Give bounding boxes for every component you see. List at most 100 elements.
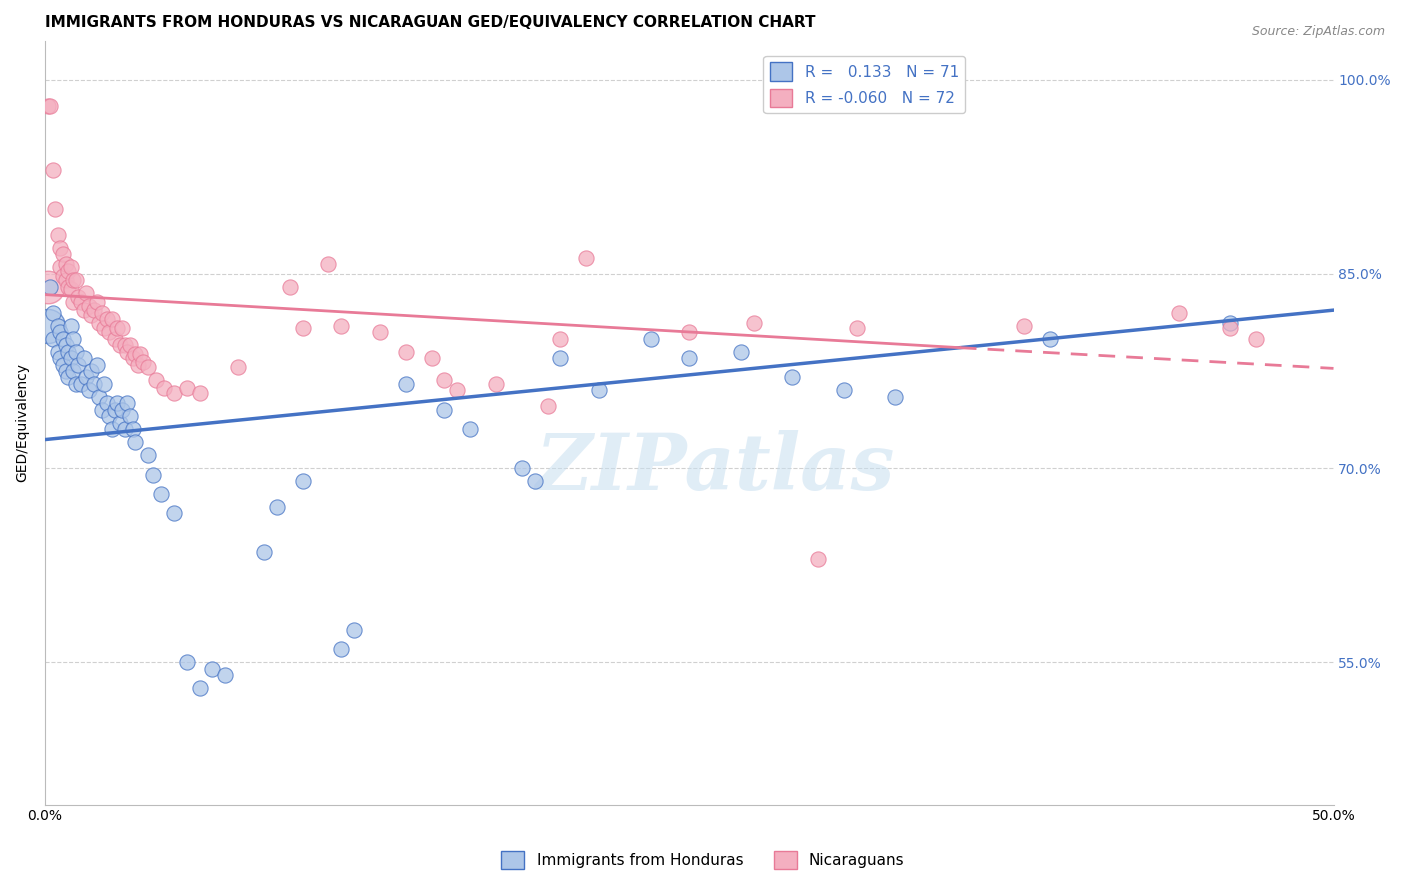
- Point: [433, 402, 456, 417]
- Point: [420, 351, 443, 365]
- Point: [114, 422, 136, 436]
- Point: [90, 402, 112, 417]
- Point: [458, 422, 481, 436]
- Point: [62, 273, 84, 287]
- Point: [52, 269, 75, 284]
- Point: [93, 376, 115, 391]
- Point: [807, 551, 830, 566]
- Point: [70, 376, 93, 391]
- Point: [523, 474, 546, 488]
- Point: [118, 409, 141, 424]
- Point: [103, 402, 125, 417]
- Point: [101, 312, 124, 326]
- Point: [44, 202, 66, 216]
- Point: [52, 332, 75, 346]
- Text: ZIPatlas: ZIPatlas: [536, 430, 894, 507]
- Point: [124, 347, 146, 361]
- Point: [1167, 306, 1189, 320]
- Point: [65, 344, 87, 359]
- Point: [65, 376, 87, 391]
- Point: [132, 355, 155, 369]
- Point: [127, 358, 149, 372]
- Point: [59, 318, 82, 333]
- Point: [77, 384, 100, 398]
- Point: [550, 332, 572, 346]
- Point: [742, 316, 765, 330]
- Point: [188, 681, 211, 695]
- Point: [152, 381, 174, 395]
- Point: [142, 467, 165, 482]
- Point: [291, 321, 314, 335]
- Point: [730, 344, 752, 359]
- Point: [105, 321, 128, 335]
- Point: [49, 241, 72, 255]
- Point: [65, 273, 87, 287]
- Point: [149, 487, 172, 501]
- Point: [145, 373, 167, 387]
- Point: [62, 364, 84, 378]
- Point: [86, 295, 108, 310]
- Point: [832, 384, 855, 398]
- Point: [87, 316, 110, 330]
- Point: [59, 282, 82, 296]
- Point: [72, 351, 94, 365]
- Point: [124, 435, 146, 450]
- Point: [59, 260, 82, 275]
- Point: [176, 381, 198, 395]
- Point: [56, 280, 79, 294]
- Point: [37, 280, 59, 294]
- Point: [845, 321, 868, 335]
- Point: [575, 252, 598, 266]
- Point: [77, 299, 100, 313]
- Point: [550, 351, 572, 365]
- Point: [201, 662, 224, 676]
- Point: [46, 318, 69, 333]
- Point: [163, 507, 186, 521]
- Point: [117, 396, 139, 410]
- Point: [1012, 318, 1035, 333]
- Point: [214, 668, 236, 682]
- Point: [86, 358, 108, 372]
- Point: [80, 308, 103, 322]
- Point: [114, 338, 136, 352]
- Point: [485, 376, 508, 391]
- Point: [253, 545, 276, 559]
- Text: Source: ZipAtlas.com: Source: ZipAtlas.com: [1251, 25, 1385, 38]
- Point: [87, 390, 110, 404]
- Point: [49, 351, 72, 365]
- Point: [83, 376, 105, 391]
- Point: [108, 338, 131, 352]
- Point: [588, 384, 610, 398]
- Point: [96, 396, 118, 410]
- Point: [640, 332, 662, 346]
- Point: [118, 338, 141, 352]
- Point: [226, 360, 249, 375]
- Point: [330, 642, 353, 657]
- Point: [103, 332, 125, 346]
- Point: [55, 364, 77, 378]
- Legend: R =   0.133   N = 71, R = -0.060   N = 72: R = 0.133 N = 71, R = -0.060 N = 72: [763, 56, 965, 113]
- Point: [75, 370, 97, 384]
- Point: [52, 358, 75, 372]
- Point: [55, 338, 77, 352]
- Point: [1219, 321, 1241, 335]
- Point: [536, 399, 558, 413]
- Point: [782, 370, 804, 384]
- Point: [108, 416, 131, 430]
- Point: [343, 623, 366, 637]
- Point: [41, 163, 63, 178]
- Point: [291, 474, 314, 488]
- Legend: Immigrants from Honduras, Nicaraguans: Immigrants from Honduras, Nicaraguans: [495, 845, 911, 875]
- Point: [49, 325, 72, 339]
- Point: [56, 264, 79, 278]
- Point: [446, 384, 468, 398]
- Point: [318, 256, 340, 270]
- Point: [75, 286, 97, 301]
- Point: [117, 344, 139, 359]
- Point: [136, 360, 159, 375]
- Point: [136, 448, 159, 462]
- Point: [37, 98, 59, 112]
- Point: [49, 260, 72, 275]
- Point: [59, 351, 82, 365]
- Point: [39, 280, 62, 294]
